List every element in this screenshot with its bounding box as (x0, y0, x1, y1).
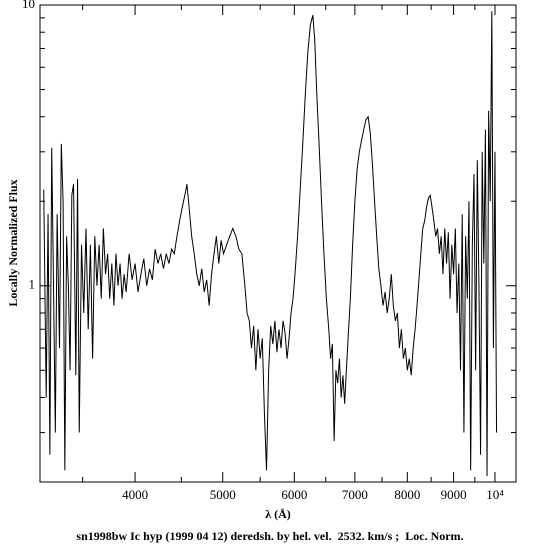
x-axis-label: λ (Å) (265, 507, 291, 521)
x-tick-label: 6000 (281, 487, 307, 502)
y-axis-label: Locally Normalized Flux (6, 179, 20, 306)
x-tick-label: 5000 (210, 487, 236, 502)
x-tick-label: 8000 (394, 487, 420, 502)
y-tick-label: 1 (29, 277, 36, 292)
x-tick-label: 7000 (342, 487, 368, 502)
x-tick-label: 4000 (122, 487, 148, 502)
x-tick-label: 9000 (441, 487, 467, 502)
x-tick-label: 10⁴ (486, 487, 504, 502)
y-tick-label: 10 (22, 0, 35, 11)
plot-frame (39, 4, 517, 483)
spectrum-line (43, 11, 498, 477)
caption: sn1998bw Ic hyp (1999 04 12) deredsh. by… (76, 529, 463, 543)
